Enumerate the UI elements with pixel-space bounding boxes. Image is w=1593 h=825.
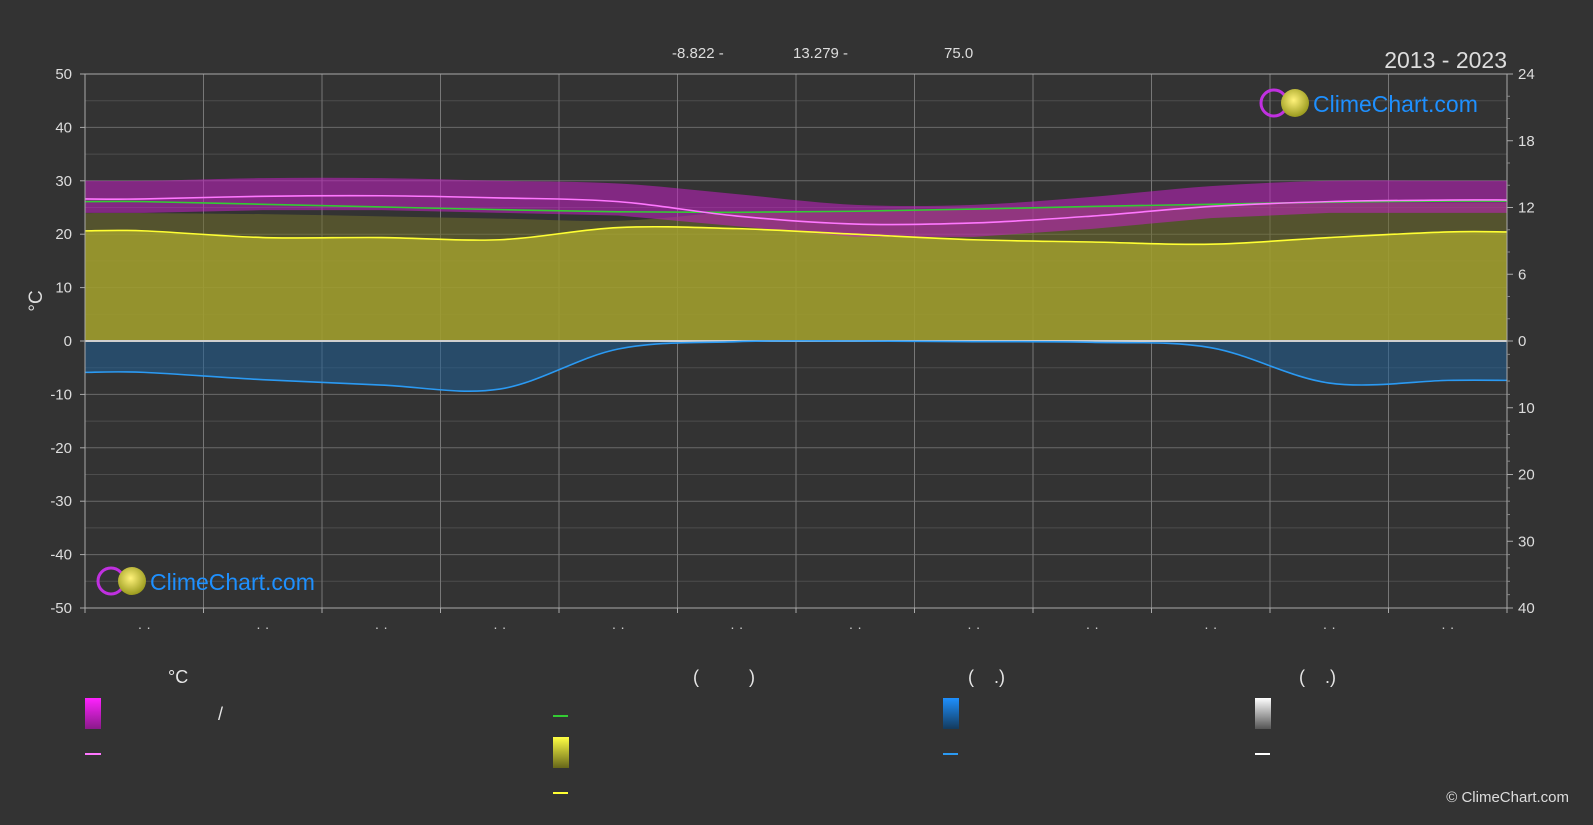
left-tick-label: 0	[64, 333, 72, 350]
month-label: · ·	[256, 619, 269, 635]
month-label: · ·	[375, 619, 388, 635]
right-tick-label: 20	[1518, 467, 1535, 484]
legend-col4-title: ( .)	[1299, 667, 1336, 687]
legend-col2-title: ( )	[693, 667, 755, 687]
logo-top: ClimeChart.com	[1259, 88, 1478, 118]
left-tick-label: -30	[50, 493, 72, 510]
month-label: · ·	[1323, 619, 1336, 635]
right-tick-label: 24	[1518, 66, 1535, 83]
right-tick-label: 12	[1518, 200, 1535, 217]
copyright: © ClimeChart.com	[1446, 789, 1569, 806]
month-label: · ·	[138, 619, 151, 635]
month-label: · ·	[1204, 619, 1217, 635]
logo-sun-icon	[1281, 89, 1309, 117]
logo-text: ClimeChart.com	[1313, 91, 1478, 117]
right-tick-label: 40	[1518, 600, 1535, 617]
month-label: · ·	[493, 619, 506, 635]
temp-mean-line	[84, 194, 1508, 226]
logo-text: ClimeChart.com	[150, 569, 315, 595]
left-tick-label: 40	[55, 119, 72, 136]
month-label: · ·	[1086, 619, 1099, 635]
right-tick-label: 6	[1518, 266, 1526, 283]
month-label: · ·	[849, 619, 862, 635]
right-tick-label: 0	[1518, 333, 1526, 350]
coord-2: 13.279 -	[793, 45, 848, 62]
month-label: · ·	[1441, 619, 1454, 635]
temperature-range-band	[85, 177, 1507, 237]
logo-sun-icon	[118, 567, 146, 595]
legend-rain-swatch	[943, 698, 959, 729]
left-tick-label: -50	[50, 600, 72, 617]
precipitation-line	[84, 340, 1508, 392]
left-tick-label: 10	[55, 280, 72, 297]
left-tick-label: -10	[50, 386, 72, 403]
period-title: 2013 - 2023	[1384, 47, 1507, 73]
sunshine-area	[85, 226, 1507, 341]
legend-temp-range-swatch	[85, 698, 101, 729]
legend: °C ( ) ( .) ( .) / © ClimeChart.com	[85, 667, 1569, 806]
right-tick-label: 10	[1518, 400, 1535, 417]
data-lines	[84, 194, 1508, 392]
axes: 50 40 30 20 10 0 -10 -20 -30 -40 -50 °C 24 18 12 6 0 10 20…	[26, 66, 1535, 635]
left-tick-label: -40	[50, 547, 72, 564]
legend-col3-title: ( .)	[968, 667, 1005, 687]
coord-3: 75.0	[944, 45, 973, 62]
left-tick-label: 30	[55, 173, 72, 190]
legend-sunshine-swatch	[553, 737, 569, 768]
legend-temp-sep: /	[218, 704, 223, 724]
data-bands	[85, 177, 1507, 392]
right-tick-label: 18	[1518, 133, 1535, 150]
logo-bottom: ClimeChart.com	[96, 566, 315, 596]
right-tick-label: 30	[1518, 533, 1535, 550]
left-tick-label: 20	[55, 226, 72, 243]
sunshine-line	[84, 225, 1508, 246]
coord-1: -8.822 -	[672, 45, 724, 62]
legend-col1-title: °C	[168, 667, 188, 687]
precipitation-area	[85, 340, 1507, 392]
month-label: · ·	[967, 619, 980, 635]
legend-snow-swatch	[1255, 698, 1271, 729]
month-label: · ·	[730, 619, 743, 635]
month-label: · ·	[612, 619, 625, 635]
left-tick-label: 50	[55, 66, 72, 83]
left-tick-label: -20	[50, 440, 72, 457]
left-axis-label: °C	[26, 290, 47, 311]
